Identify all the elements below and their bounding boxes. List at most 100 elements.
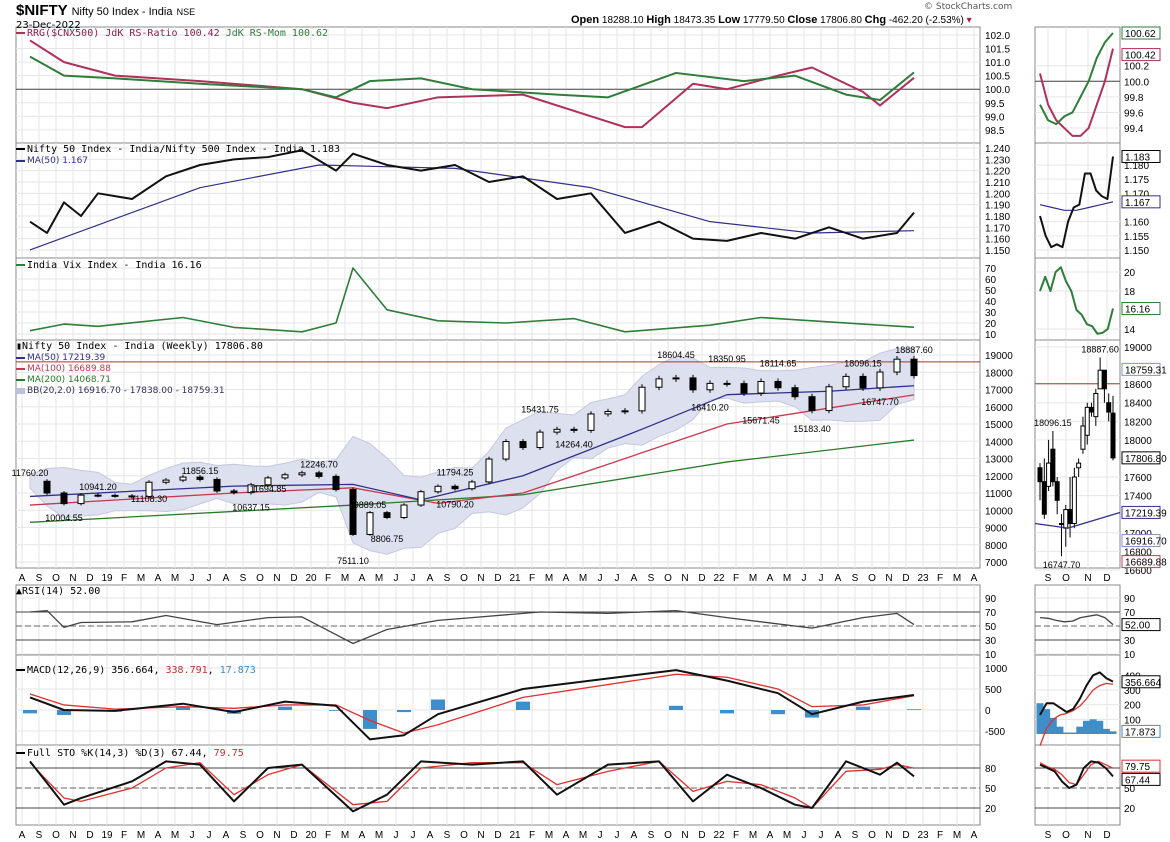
- x-axis-label: M: [749, 830, 757, 841]
- rrg-ratio-tag-box: [1121, 48, 1161, 62]
- x-axis-label: F: [733, 830, 739, 841]
- close-value: 17806.80: [820, 15, 862, 26]
- price-tick-label: 18000: [985, 368, 1013, 379]
- price-annotation: 18096.15: [844, 359, 882, 369]
- macd-histogram-bar: [176, 707, 190, 710]
- price-tick-label: 15000: [985, 420, 1013, 431]
- x-axis-label: F: [325, 830, 331, 841]
- price-annotation: 10790.20: [436, 500, 474, 510]
- vix-tick-label: 40: [985, 297, 997, 308]
- x-axis-label: J: [394, 830, 399, 841]
- x-axis-label: M: [171, 573, 179, 584]
- ratio-legend: Nifty 50 Index - India/Nifty 500 Index -…: [16, 144, 340, 155]
- price-candle: [536, 431, 544, 449]
- x-axis-label: 23: [917, 573, 929, 584]
- vix-tick-label: 30: [985, 308, 997, 319]
- x-axis-label: 19: [101, 830, 113, 841]
- x-axis-label: D: [86, 830, 93, 841]
- macd-histogram-bar: [431, 699, 445, 710]
- ratio-zoom-tick-label: 1.175: [1124, 175, 1149, 186]
- macd-signal-line: [29, 673, 915, 734]
- x-axis-label: M: [783, 830, 791, 841]
- price-zoom-tick-label: 18000: [1124, 436, 1152, 447]
- x-axis-label: A: [563, 830, 570, 841]
- price-annotation: 15671.45: [742, 415, 780, 425]
- vix-tick-label: 60: [985, 275, 997, 286]
- vix-tag-box: [1121, 301, 1161, 315]
- price-candle: [366, 512, 374, 535]
- zoom-candle: [1041, 481, 1047, 515]
- zoom-candle: [1093, 392, 1099, 418]
- x-axis-label: A: [155, 830, 162, 841]
- ratio-zoom-tick-label: 1.160: [1124, 218, 1149, 229]
- macd-zoom-tick-label: 200: [1124, 701, 1141, 712]
- rsi-tag: 52.00: [1125, 621, 1150, 632]
- macd-zoom-histogram-bar: [1096, 720, 1104, 734]
- x-axis-label: J: [819, 573, 824, 584]
- price-annotation: 10941.20: [79, 482, 117, 492]
- macd-tick-label: 0: [985, 706, 991, 717]
- ohlc-readout: Open 18288.10 High 18473.35 Low 17779.50…: [571, 14, 972, 26]
- vix-legend: India Vix Index - India 16.16: [16, 260, 202, 271]
- x-axis-label: J: [190, 830, 195, 841]
- rsi-zoom-tick-label: 30: [1124, 636, 1136, 647]
- x-axis-label: M: [783, 573, 791, 584]
- zoom-x-axis-label: D: [1103, 573, 1110, 584]
- macd-histogram-bar: [771, 710, 785, 715]
- x-axis-label: A: [563, 573, 570, 584]
- rsi-tick-label: 10: [985, 650, 997, 661]
- x-axis-label: M: [953, 573, 961, 584]
- x-axis-label: A: [359, 573, 366, 584]
- x-axis-label: D: [698, 573, 705, 584]
- x-axis-label: D: [290, 573, 297, 584]
- price-tick-label: 10000: [985, 506, 1013, 517]
- rrg-mom-tag-box: [1121, 26, 1161, 40]
- ratio-ma-legend: MA(50) 1.167: [16, 156, 88, 166]
- price-candle: [264, 477, 272, 486]
- x-axis-label: A: [155, 573, 162, 584]
- price-annotation: 18114.65: [760, 358, 797, 368]
- price-candle: [910, 358, 918, 377]
- x-axis-label: M: [375, 573, 383, 584]
- ma100-legend-text: MA(100) 16689.88: [27, 364, 111, 374]
- price-candle: [791, 387, 799, 398]
- x-axis-label: J: [598, 830, 603, 841]
- x-axis-label: F: [121, 573, 127, 584]
- rrg-tick-label: 99.5: [985, 99, 1005, 110]
- down-triangle-icon: ▾: [966, 15, 972, 26]
- ma200-line: [29, 439, 915, 523]
- sto-tick-label: 20: [985, 804, 997, 815]
- chg-label: Chg: [864, 14, 887, 26]
- sto-legend: Full STO %K(14,3) %D(3) 67.44, 79.75: [16, 748, 244, 759]
- price-candle: [145, 481, 153, 498]
- ratio-line: [29, 149, 915, 242]
- macd-zoom-histogram-bar: [1082, 720, 1090, 734]
- ratio-tick-label: 1.180: [985, 212, 1010, 223]
- sto-zoom-frame: [1034, 744, 1121, 826]
- x-axis-label: F: [529, 830, 535, 841]
- ratio-tag: 1.183: [1125, 153, 1150, 164]
- x-axis-label: 21: [509, 830, 521, 841]
- rsi-zoom-tick-label: 10: [1124, 650, 1136, 661]
- x-axis-label: S: [444, 830, 451, 841]
- macd-line: [29, 669, 915, 741]
- price-zoom-tick-label: 18600: [1124, 380, 1152, 391]
- x-axis-label: F: [529, 573, 535, 584]
- price-tick-label: 14000: [985, 437, 1013, 448]
- x-axis-label: J: [411, 573, 416, 584]
- zoom-x-axis-label: O: [1062, 573, 1070, 584]
- ma100-legend: MA(100) 16689.88: [16, 364, 111, 374]
- rrg-tick-label: 98.5: [985, 126, 1005, 137]
- price-candle: [587, 413, 595, 431]
- low-label: Low: [718, 14, 741, 26]
- x-axis-label: J: [207, 573, 212, 584]
- ratio-zoom-frame: [1034, 142, 1121, 259]
- x-axis-label: A: [971, 830, 978, 841]
- rrg-tick-label: 100.5: [985, 72, 1010, 83]
- high-label: High: [646, 14, 671, 26]
- macd-zoom-histogram-bar: [1109, 731, 1117, 734]
- price-tag-box: [1121, 451, 1161, 465]
- macd-zoom-histogram-bar: [1089, 719, 1097, 734]
- sto-k-tag: 67.44: [1125, 775, 1150, 786]
- macd-zoom-histogram-bar: [1063, 732, 1071, 734]
